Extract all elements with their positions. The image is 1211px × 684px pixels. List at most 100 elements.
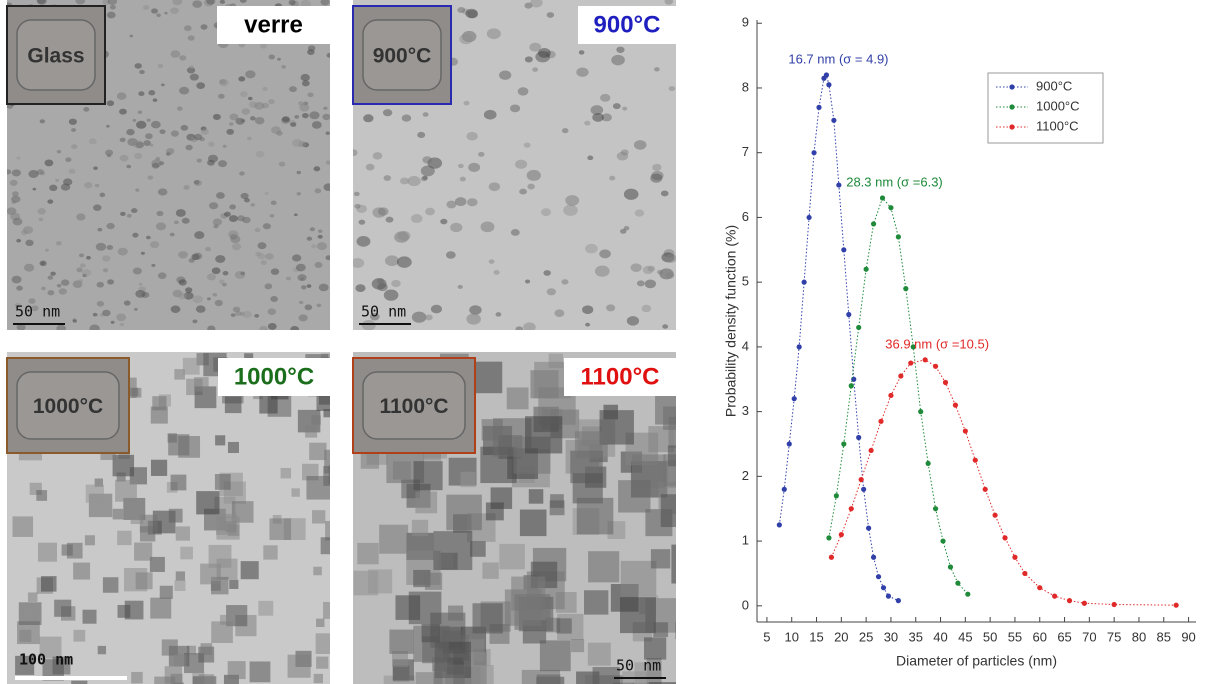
particle: [499, 70, 512, 80]
particle: [459, 33, 473, 45]
particle: [413, 461, 443, 491]
particle: [269, 213, 275, 218]
tem-image: [7, 352, 330, 684]
data-point: [801, 279, 807, 285]
particle: [214, 474, 231, 490]
particle: [527, 183, 535, 190]
particle: [660, 190, 669, 197]
data-point: [903, 286, 909, 292]
particle: [517, 87, 529, 96]
particle: [454, 197, 467, 206]
particle: [254, 227, 261, 233]
particle: [38, 217, 44, 222]
particle: [358, 219, 366, 225]
particle: [105, 149, 114, 156]
particle: [237, 215, 245, 222]
particle: [244, 197, 250, 203]
particle: [102, 268, 109, 273]
particle: [83, 107, 90, 112]
y-tick-label: 8: [742, 79, 749, 94]
particle: [450, 222, 463, 233]
particle: [195, 305, 206, 313]
particle: [106, 100, 115, 107]
particle: [196, 158, 202, 163]
particle: [242, 310, 252, 319]
particle: [200, 563, 221, 585]
sample-disc: [362, 371, 466, 440]
particle: [270, 200, 277, 205]
particle: [466, 198, 478, 207]
particle: [468, 162, 481, 172]
particle: [183, 185, 190, 190]
particle: [180, 546, 193, 560]
particle: [129, 34, 134, 38]
particle: [40, 261, 46, 266]
particle: [561, 128, 569, 134]
particle: [208, 141, 215, 147]
particle: [357, 542, 379, 565]
y-tick-label: 5: [742, 274, 749, 289]
particle: [178, 435, 201, 458]
particle: [56, 324, 66, 330]
data-point: [885, 593, 892, 599]
particle: [328, 465, 330, 484]
particle: [200, 128, 209, 135]
particle: [11, 169, 21, 177]
particle: [175, 209, 186, 217]
particle: [249, 661, 271, 683]
particle: [180, 124, 189, 131]
particle: [391, 279, 401, 288]
scale-bar-label: 50 nm: [361, 303, 406, 321]
particle: [472, 603, 503, 634]
particle: [582, 305, 594, 315]
particle: [325, 255, 330, 261]
particle: [117, 604, 131, 618]
particle: [600, 93, 611, 102]
particle: [353, 191, 360, 197]
particle: [652, 163, 662, 172]
particle: [263, 545, 278, 560]
particle: [425, 314, 433, 321]
particle: [316, 618, 325, 628]
particle: [383, 175, 392, 181]
particle: [41, 576, 57, 592]
x-tick-label: 30: [884, 629, 898, 644]
particle: [415, 491, 438, 514]
particle: [216, 192, 225, 199]
particle: [96, 281, 105, 288]
particle: [446, 494, 482, 531]
particle: [72, 280, 83, 288]
particle: [588, 551, 620, 583]
particle: [510, 104, 521, 113]
data-point: [781, 486, 787, 492]
particle: [135, 141, 145, 149]
particle: [151, 162, 160, 169]
particle: [131, 208, 138, 214]
particle: [316, 656, 329, 669]
particle: [134, 63, 142, 69]
particle: [148, 90, 156, 96]
data-point: [947, 564, 954, 570]
particle: [193, 252, 203, 260]
x-tick-label: 50: [983, 629, 997, 644]
data-point: [932, 506, 939, 512]
particle: [11, 275, 22, 284]
particle: [68, 168, 76, 174]
particle: [86, 255, 91, 260]
corner-label: verre: [244, 11, 303, 38]
x-tick-label: 20: [834, 629, 848, 644]
particle: [663, 406, 676, 430]
particle: [9, 179, 18, 186]
particle: [157, 272, 167, 279]
y-tick-label: 3: [742, 403, 749, 418]
particle: [15, 655, 35, 675]
x-tick-label: 90: [1181, 629, 1195, 644]
peak-annotation: 16.7 nm (σ = 4.9): [788, 51, 888, 66]
particle: [262, 223, 271, 230]
data-point: [828, 554, 835, 560]
particle: [151, 263, 156, 268]
particle: [609, 175, 616, 181]
particle: [278, 161, 286, 167]
data-point: [955, 580, 961, 586]
particle: [102, 255, 111, 262]
